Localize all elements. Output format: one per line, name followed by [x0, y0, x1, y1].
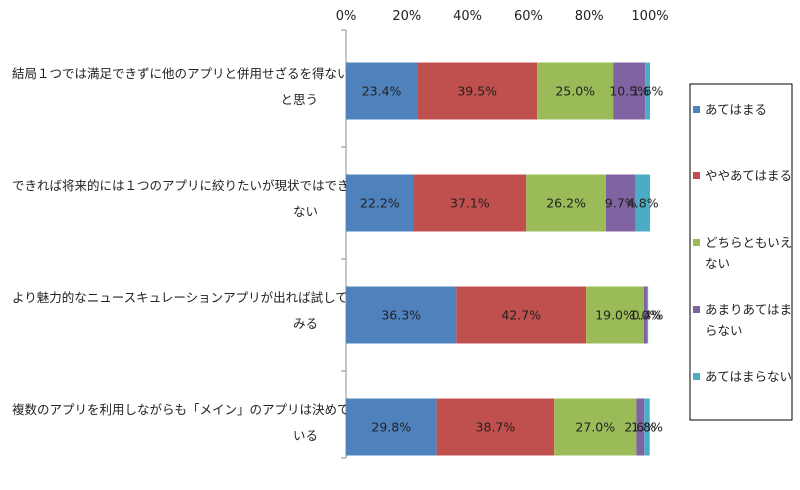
bar-segment — [646, 286, 649, 344]
bar-segment — [586, 286, 644, 344]
bar-segment — [605, 174, 636, 232]
category-label: できれば将来的には１つのアプリに絞りたいが現状ではできない — [12, 178, 350, 219]
data-label: 29.8% — [371, 420, 411, 435]
bar-segment — [346, 174, 414, 232]
data-label: 1.0% — [630, 308, 662, 323]
data-label: 1.8% — [631, 420, 663, 435]
bar-segment — [526, 174, 606, 232]
data-label: 37.1% — [450, 196, 490, 211]
legend-swatch — [693, 373, 700, 380]
bar-segment — [417, 62, 538, 120]
bar-segment — [645, 62, 650, 120]
bar-segment — [613, 62, 646, 120]
data-label: 39.5% — [457, 84, 497, 99]
legend-swatch — [693, 306, 700, 313]
x-tick-label: 100% — [631, 9, 668, 24]
data-label: 25.0% — [555, 84, 595, 99]
bar-segment — [635, 174, 650, 232]
bar-segment — [413, 174, 527, 232]
data-label: 2.6% — [624, 420, 656, 435]
bar-segment — [436, 398, 555, 456]
bar-segment — [644, 398, 650, 456]
x-tick-label: 40% — [453, 9, 482, 24]
data-labels: 23.4% 39.5% 25.0% 10.5%1.6% 22.2% 37.1% 26.2% 9… — [360, 84, 664, 435]
x-tick-label: 20% — [392, 9, 421, 24]
data-label: 36.3% — [381, 308, 421, 323]
bar-segment — [346, 62, 418, 120]
x-tick-label: 0% — [336, 9, 357, 24]
bar-segment — [554, 398, 637, 456]
legend-box — [689, 83, 793, 421]
data-label: 1.6% — [632, 84, 664, 99]
x-tick-label: 60% — [514, 9, 543, 24]
axis: 0% 20% 40% 60% 80% 100% — [336, 9, 669, 459]
legend-label: あてはまる — [705, 102, 767, 117]
category-label: 複数のアプリを利用しながらも「メイン」のアプリは決めている — [12, 402, 350, 443]
legend-swatch — [693, 172, 700, 179]
data-label: 22.2% — [360, 196, 400, 211]
legend-swatch — [693, 106, 700, 113]
data-label: 9.7% — [605, 196, 637, 211]
category-labels: 結局１つでは満足できずに他のアプリと併用せざるを得ないと思うできれば将来的には１… — [12, 66, 350, 443]
category-label: 結局１つでは満足できずに他のアプリと併用せざるを得ないと思う — [12, 66, 350, 107]
legend-label: あてはまらない — [705, 369, 792, 384]
data-label: 26.2% — [546, 196, 586, 211]
bar-segment — [636, 398, 645, 456]
data-label: 19.0% — [595, 308, 635, 323]
data-label: 4.8% — [627, 196, 659, 211]
bar-segment — [456, 286, 587, 344]
data-label: 38.7% — [476, 420, 516, 435]
data-label: 0.4% — [632, 308, 664, 323]
data-label: 42.7% — [501, 308, 541, 323]
legend-label: ややあてはまる — [705, 168, 792, 183]
data-label: 10.5% — [609, 84, 649, 99]
bar-segment — [643, 286, 647, 344]
bars — [346, 62, 650, 456]
bar-segment — [346, 398, 437, 456]
legend-swatch — [693, 239, 700, 246]
x-tick-label: 80% — [575, 9, 604, 24]
data-label: 23.4% — [362, 84, 402, 99]
data-label: 27.0% — [575, 420, 615, 435]
category-label: より魅力的なニュースキュレーションアプリが出れば試してみる — [12, 290, 348, 331]
legend-label: どちらともいえない — [705, 235, 792, 271]
bar-segment — [346, 286, 457, 344]
legend-label: あまりあてはまらない — [705, 302, 792, 338]
bar-segment — [537, 62, 614, 120]
